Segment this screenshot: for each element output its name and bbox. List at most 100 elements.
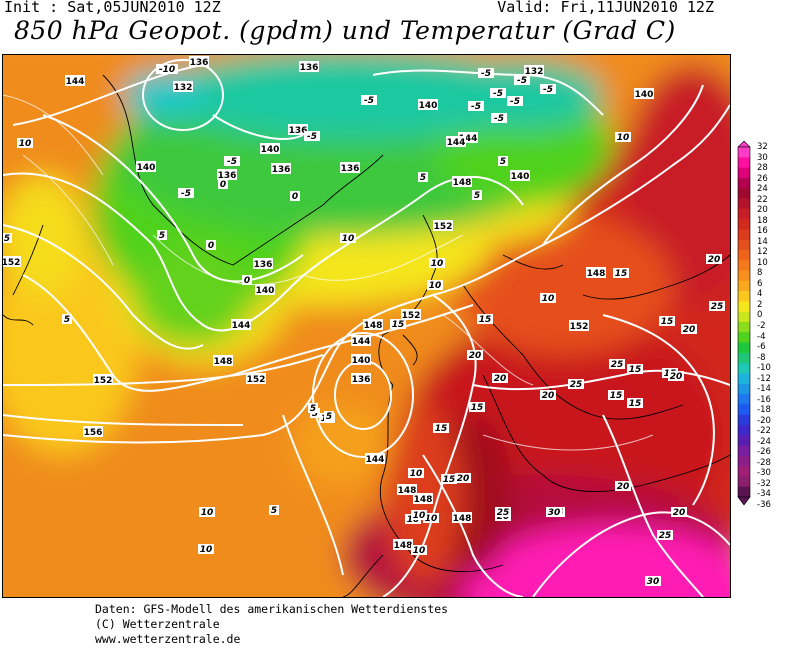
svg-text:144: 144	[352, 337, 371, 347]
svg-text:136: 136	[352, 375, 371, 385]
temperature-label: 10	[427, 280, 443, 291]
colorbar-tick-label: -2	[757, 321, 766, 331]
svg-text:5: 5	[312, 409, 318, 419]
geopotential-label: 136	[288, 124, 308, 136]
geopotential-label: 148	[452, 176, 472, 188]
svg-text:-5: -5	[517, 76, 527, 86]
colorbar-swatch	[738, 466, 750, 477]
svg-text:15: 15	[479, 315, 492, 325]
colorbar-tick-label: -26	[757, 447, 771, 458]
svg-text:152: 152	[570, 322, 589, 332]
colorbar-swatch	[738, 476, 750, 488]
svg-text:20: 20	[673, 508, 686, 518]
svg-text:5: 5	[64, 315, 70, 325]
svg-text:136: 136	[272, 165, 291, 175]
svg-text:140: 140	[511, 172, 530, 182]
geopotential-label: 152	[401, 309, 421, 321]
colorbar-bottom-arrow	[737, 496, 751, 506]
valid-time: Valid: Fri,11JUN2010 12Z	[497, 0, 714, 16]
temperature-label: 20	[455, 473, 471, 484]
svg-text:0: 0	[208, 241, 214, 251]
isotherms	[3, 94, 654, 451]
svg-text:152: 152	[247, 375, 266, 385]
colorbar-tick-label: 30	[757, 152, 768, 163]
svg-text:-5: -5	[494, 114, 504, 124]
svg-text:-5: -5	[471, 102, 481, 112]
colorbar-swatch	[738, 270, 750, 282]
colorbar-tick-label: 10	[757, 257, 768, 268]
geopotential-label: 148	[452, 512, 472, 524]
geopotential-label: 140	[510, 170, 530, 182]
svg-text:10: 10	[425, 514, 438, 524]
geopotential-label: 152	[433, 220, 453, 232]
temperature-label: 20	[467, 350, 483, 361]
svg-text:10: 10	[429, 281, 442, 291]
svg-text:144: 144	[66, 77, 85, 87]
colorbar-swatch	[738, 363, 750, 374]
temperature-label: 15	[659, 316, 675, 327]
colorbar-tick-label: -6	[757, 342, 766, 353]
svg-text:140: 140	[419, 101, 438, 111]
geopotential-label: 144	[65, 75, 85, 87]
colorbar-swatch	[738, 198, 750, 210]
colorbar-tick-label: -30	[757, 468, 771, 479]
temperature-label: 5	[324, 411, 334, 422]
colorbar-swatch	[738, 445, 750, 457]
svg-text:136: 136	[190, 58, 209, 68]
temperature-label: 15	[627, 398, 643, 409]
colorbar-swatch	[738, 147, 750, 158]
temperature-label: 25	[709, 301, 725, 312]
svg-text:10: 10	[617, 133, 630, 143]
svg-text:20: 20	[542, 391, 555, 401]
svg-text:5: 5	[271, 506, 277, 516]
temperature-label: 10	[199, 507, 215, 518]
svg-text:140: 140	[635, 90, 654, 100]
temperature-label: 10	[198, 544, 214, 555]
svg-text:10: 10	[542, 294, 555, 304]
colorbar-tick-label: -8	[757, 352, 766, 363]
svg-text:15: 15	[615, 269, 628, 279]
svg-text:5: 5	[420, 173, 426, 183]
temperature-label: -5	[514, 75, 530, 86]
svg-text:-5: -5	[510, 97, 520, 107]
geopotential-label: 144	[351, 335, 371, 347]
temperature-label: 10	[411, 545, 427, 556]
colorbar-tick-label: -18	[757, 405, 771, 416]
geopotential-label: 140	[418, 99, 438, 111]
footer-data-source: Daten: GFS-Modell des amerikanischen Wet…	[95, 602, 449, 616]
colorbar-swatch	[738, 280, 750, 292]
temperature-label: -10	[156, 64, 178, 75]
colorbar-tick-label: 24	[757, 184, 768, 195]
svg-text:5: 5	[474, 191, 480, 201]
svg-text:20: 20	[683, 325, 696, 335]
svg-text:136: 136	[254, 260, 273, 270]
svg-text:156: 156	[84, 428, 103, 438]
geopotential-label: 132	[173, 81, 193, 93]
colorbar-tick-label: 8	[757, 268, 763, 279]
geopotential-label: 156	[83, 426, 103, 438]
svg-text:-10: -10	[159, 65, 175, 75]
svg-text:10: 10	[200, 545, 213, 555]
colorbar-swatch	[738, 373, 750, 385]
temperature-label: 15	[627, 364, 643, 375]
temperature-label: -5	[468, 101, 484, 112]
svg-text:30: 30	[548, 508, 561, 518]
colorbar-swatch	[738, 291, 750, 302]
colorbar-tick-label: 22	[757, 194, 768, 205]
svg-text:148: 148	[453, 514, 472, 524]
svg-text:20: 20	[494, 374, 507, 384]
temperature-label: 10	[423, 513, 439, 524]
svg-text:-5: -5	[181, 189, 191, 199]
svg-text:136: 136	[218, 171, 237, 181]
geopotential-label: 152	[3, 256, 21, 268]
svg-text:148: 148	[398, 486, 417, 496]
temperature-label: 20	[492, 373, 508, 384]
colorbar-swatch	[738, 229, 750, 241]
svg-text:25: 25	[570, 380, 583, 390]
geopotential-label: 140	[255, 284, 275, 296]
geopotential-label: 132	[524, 65, 544, 77]
temperature-label: -5	[490, 88, 506, 99]
svg-text:5: 5	[326, 412, 332, 422]
geopotential-label: 144	[446, 136, 466, 148]
geopotential-label: 148	[413, 493, 433, 505]
